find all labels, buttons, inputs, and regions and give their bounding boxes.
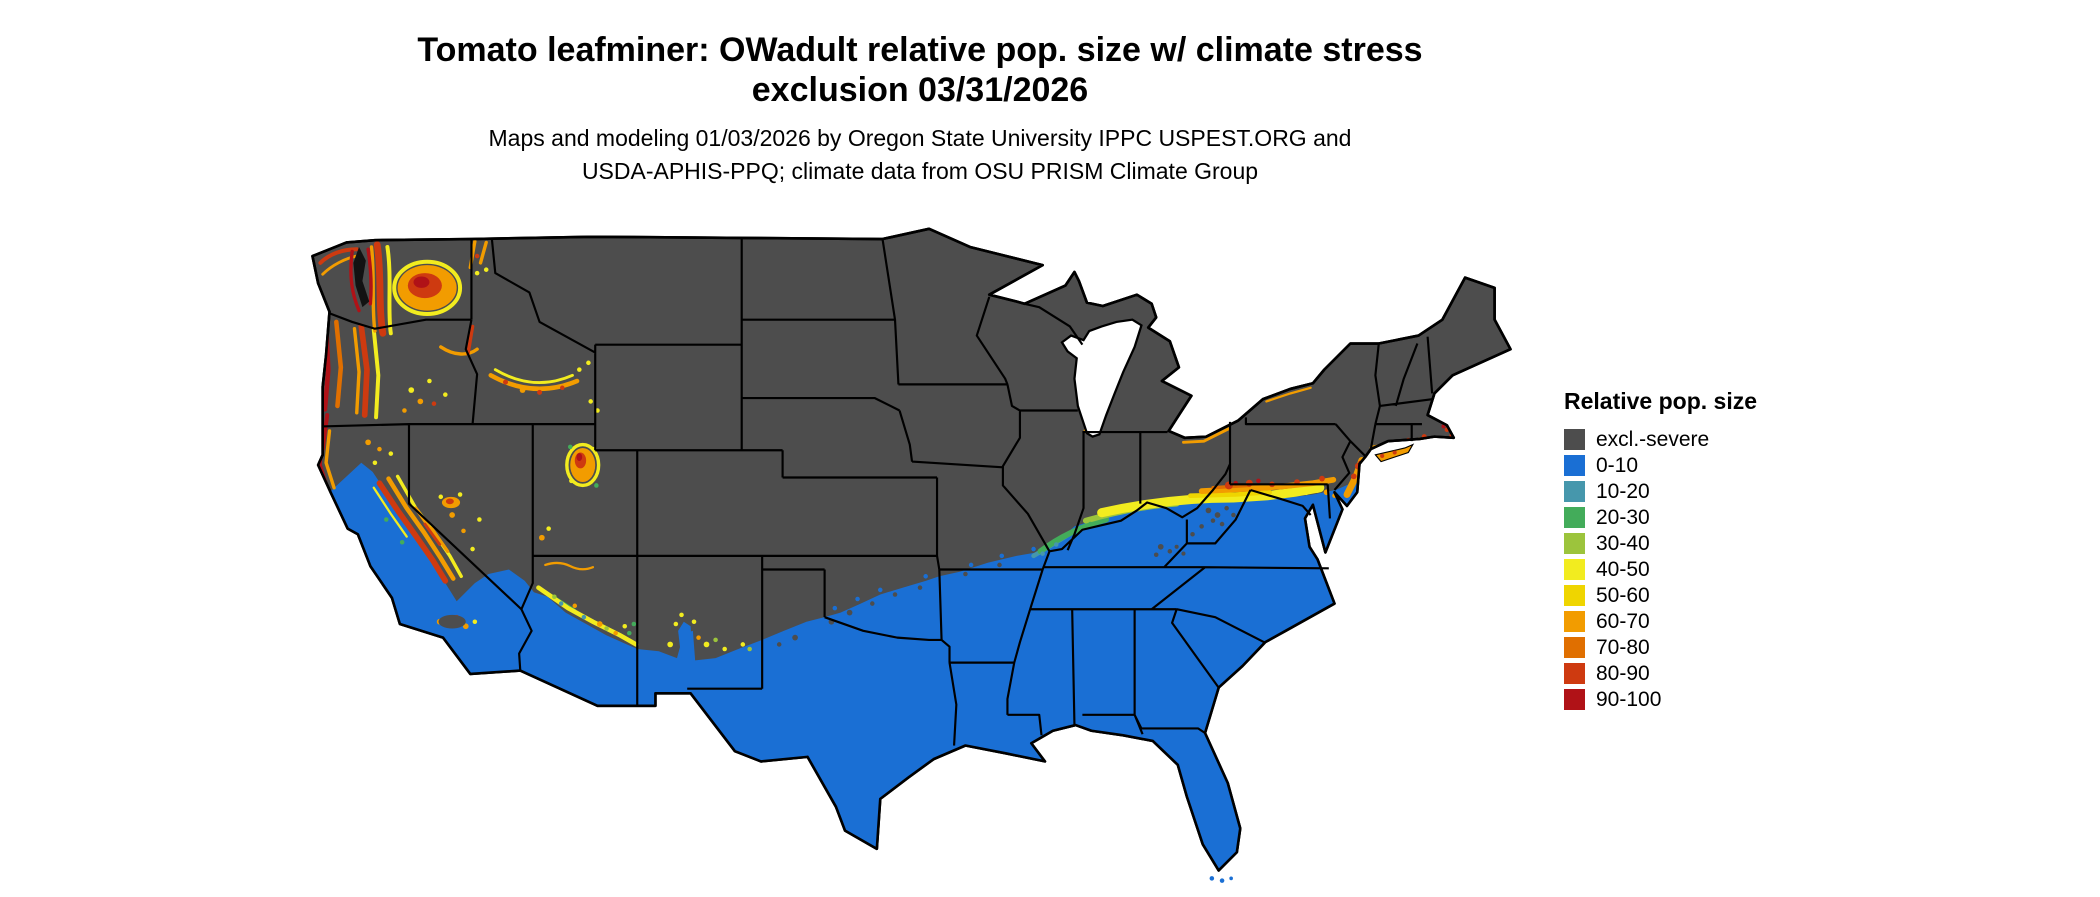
map-container [300, 222, 1540, 892]
legend-item-label: 0-10 [1596, 453, 1639, 477]
band-80-90 [318, 241, 475, 584]
legend-item: 70-80 [1564, 635, 1757, 659]
legend-item-label: 40-50 [1596, 557, 1650, 581]
legend-swatch [1564, 429, 1585, 450]
legend-swatch [1564, 481, 1585, 502]
map-subtitle-line1: Maps and modeling 01/03/2026 by Oregon S… [488, 125, 1352, 151]
legend-swatch [1564, 663, 1585, 684]
legend-swatch [1564, 507, 1585, 528]
legend-item: 80-90 [1564, 661, 1757, 685]
legend-swatch [1564, 637, 1585, 658]
figure-titles: Tomato leafminer: OWadult relative pop. … [280, 30, 1560, 188]
legend-swatch [1564, 559, 1585, 580]
legend-item: 30-40 [1564, 531, 1757, 555]
puget-sound [353, 246, 370, 308]
legend-title: Relative pop. size [1564, 388, 1758, 414]
legend-item: 90-100 [1564, 687, 1757, 711]
legend-item: 40-50 [1564, 557, 1757, 581]
legend-item-label: 90-100 [1596, 687, 1662, 711]
us-map [311, 227, 1512, 883]
state-borders [321, 237, 1434, 746]
legend-swatch [1564, 455, 1585, 476]
legend-item: 0-10 [1564, 453, 1757, 477]
florida-keys [1209, 876, 1233, 883]
legend-swatch [1564, 611, 1585, 632]
map-subtitle: Maps and modeling 01/03/2026 by Oregon S… [280, 122, 1560, 188]
legend-item-label: 80-90 [1596, 661, 1650, 685]
map-title-line1: Tomato leafminer: OWadult relative pop. … [417, 31, 1423, 69]
legend-item-label: excl.-severe [1596, 427, 1710, 451]
legend-item-label: 10-20 [1596, 479, 1650, 503]
legend-items: excl.-severe 0-10 10-20 20-30 30-40 40-50 50-6… [1564, 427, 1757, 711]
long-island-red-dots [1380, 450, 1397, 458]
gray-mottling [438, 505, 1236, 647]
legend-item: 50-60 [1564, 583, 1757, 607]
legend-item-label: 30-40 [1596, 531, 1650, 555]
yellow-dots [372, 267, 1321, 652]
legend-item-label: 60-70 [1596, 609, 1650, 633]
yellow-green-dots [552, 594, 752, 652]
legend-item-label: 70-80 [1596, 635, 1650, 659]
green-dots [384, 444, 1093, 636]
legend-swatch [1564, 689, 1585, 710]
map-subtitle-line2: USDA-APHIS-PPQ; climate data from OSU PR… [581, 158, 1259, 184]
legend-item-label: 50-60 [1596, 583, 1650, 607]
legend-item-label: 20-30 [1596, 505, 1650, 529]
legend-item: 10-20 [1564, 479, 1757, 503]
legend: Relative pop. size excl.-severe 0-10 10-20… [1564, 388, 1757, 715]
legend-item: 60-70 [1564, 609, 1757, 633]
legend-item: excl.-severe [1564, 427, 1757, 451]
legend-item: 20-30 [1564, 505, 1757, 529]
blue-dots [678, 546, 1036, 661]
map-title-line2: exclusion 03/31/2026 [751, 71, 1089, 109]
lake-michigan [1060, 318, 1143, 438]
teal-dots [558, 542, 1059, 620]
legend-swatch [1564, 585, 1585, 606]
legend-swatch [1564, 533, 1585, 554]
